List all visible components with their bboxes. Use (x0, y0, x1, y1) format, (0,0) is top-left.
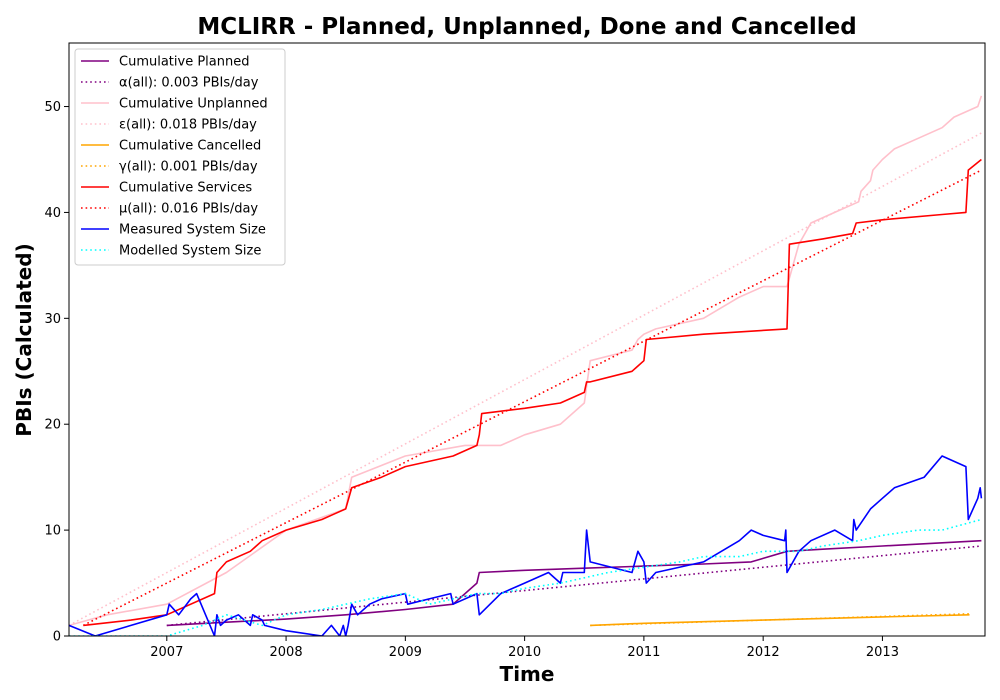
legend-entry: Cumulative Unplanned (119, 97, 268, 112)
x-tick-label: 2007 (150, 645, 183, 660)
x-tick-label: 2011 (627, 645, 660, 660)
y-tick-label: 40 (44, 206, 61, 221)
legend-entry: γ(all): 0.001 PBIs/day (119, 160, 258, 175)
x-tick-label: 2009 (389, 645, 422, 660)
x-tick-label: 2012 (747, 645, 780, 660)
chart-title: MCLIRR - Planned, Unplanned, Done and Ca… (197, 14, 856, 40)
x-tick-label: 2010 (508, 645, 541, 660)
legend-entry: μ(all): 0.016 PBIs/day (119, 202, 258, 217)
legend-entry: Modelled System Size (119, 244, 261, 259)
y-tick-label: 30 (44, 312, 61, 327)
y-tick-label: 50 (44, 100, 61, 115)
y-tick-label: 10 (44, 524, 61, 539)
y-tick-label: 20 (44, 418, 61, 433)
legend-entry: Cumulative Services (119, 181, 252, 196)
x-tick-label: 2013 (866, 645, 899, 660)
legend-entry: ε(all): 0.018 PBIs/day (119, 118, 257, 133)
legend-entry: Cumulative Planned (119, 55, 249, 70)
y-tick-label: 0 (53, 630, 61, 645)
x-axis-label: Time (500, 662, 555, 686)
y-axis-label: PBIs (Calculated) (12, 243, 36, 436)
legend-entry: Cumulative Cancelled (119, 139, 261, 154)
legend-entry: α(all): 0.003 PBIs/day (119, 76, 259, 91)
legend-entry: Measured System Size (119, 223, 266, 238)
legend: Cumulative Planned α(all): 0.003 PBIs/day… (75, 49, 285, 265)
x-tick-label: 2008 (270, 645, 303, 660)
